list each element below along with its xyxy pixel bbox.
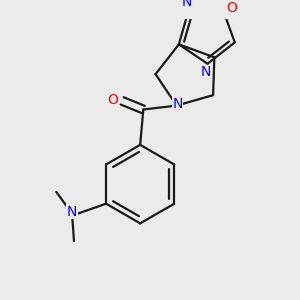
Text: O: O <box>108 93 118 107</box>
Text: N: N <box>67 205 77 219</box>
Text: N: N <box>200 65 211 80</box>
Text: O: O <box>226 1 237 15</box>
Text: N: N <box>172 97 183 111</box>
Text: N: N <box>181 0 192 10</box>
